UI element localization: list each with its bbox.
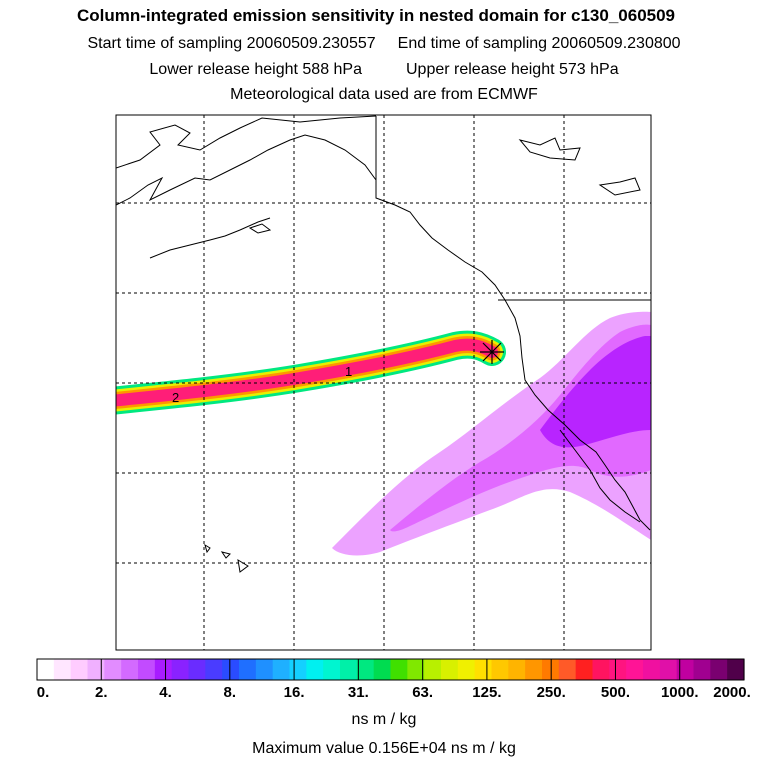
colorbar-cell	[222, 659, 240, 680]
colorbar-tick-label: 2.	[95, 684, 108, 701]
map-content: 1 2	[116, 115, 651, 650]
colorbar-cell	[693, 659, 711, 680]
colorbar-cell	[727, 659, 745, 680]
colorbar-cell	[53, 659, 72, 680]
colorbar-cell	[289, 659, 307, 680]
colorbar-frame	[36, 658, 745, 681]
colorbar-cell	[255, 659, 274, 680]
grid-lines	[116, 115, 651, 650]
plume-core	[540, 336, 651, 448]
colorbar-tick-label: 250.	[536, 684, 566, 701]
colorbar-tick-label: 1000.	[660, 684, 699, 701]
colorbar-cell	[474, 659, 493, 680]
colorbar-cell	[70, 659, 89, 680]
colorbar-cell	[390, 659, 408, 680]
colorbar-cell	[457, 659, 476, 680]
trajectory-label-2: 2	[172, 390, 179, 405]
island-2	[598, 177, 641, 196]
end-time-label: End time of sampling 20060509.230800	[397, 35, 681, 52]
chart-title: Column-integrated emission sensitivity i…	[76, 6, 676, 25]
colorbar-cell	[508, 659, 526, 680]
colorbar-cell	[138, 659, 156, 680]
map-frame	[115, 114, 652, 651]
max-value-label: Maximum value 0.156E+04 ns m / kg	[252, 740, 516, 757]
colorbar-cell	[592, 659, 610, 680]
trajectory-label-1: 1	[345, 364, 352, 379]
colorbar-cell	[373, 659, 392, 680]
coastlines	[116, 115, 651, 573]
aleutians	[149, 217, 271, 259]
colorbar-cell	[407, 659, 425, 680]
colorbar-tick-label: 2000.	[713, 684, 751, 701]
colorbar-cell	[710, 659, 728, 680]
colorbar-cell	[676, 659, 695, 680]
colorbar-tick-label: 63.	[412, 684, 434, 701]
colorbar-cell	[323, 659, 341, 680]
met-data-label: Meteorological data used are from ECMWF	[230, 86, 538, 103]
colorbar-cell	[188, 659, 206, 680]
colorbar-tick-label: 16.	[283, 684, 305, 701]
north-coast	[375, 116, 651, 531]
trajectory-band	[116, 330, 506, 415]
colorbar-cell	[643, 659, 661, 680]
hawaii-2	[220, 551, 231, 559]
colorbar-cell	[239, 659, 257, 680]
start-time-label: Start time of sampling 20060509.230557	[87, 35, 376, 52]
lower-height-label: Lower release height 588 hPa	[149, 61, 362, 78]
colorbar-tick-label: 8.	[223, 684, 237, 701]
emission-plume	[332, 311, 651, 556]
colorbar-cell	[491, 659, 509, 680]
baja-coast	[559, 429, 641, 523]
release-heights: Lower release height 588 hPa Upper releas…	[0, 61, 768, 79]
colorbar-cell	[424, 659, 442, 680]
sampling-times: Start time of sampling 20060509.230557 En…	[0, 35, 768, 53]
colorbar-cell	[272, 659, 291, 680]
island-1	[518, 137, 581, 161]
colorbar-cell	[626, 659, 644, 680]
trajectory-core	[116, 338, 498, 407]
colorbar-cell	[104, 659, 122, 680]
colorbar-cell	[171, 659, 190, 680]
upper-height-label: Upper release height 573 hPa	[406, 61, 619, 78]
colorbar-tick-label: 0.	[36, 684, 50, 701]
colorbar-cell	[609, 659, 627, 680]
colorbar-tick-label: 31.	[347, 684, 369, 701]
colorbar-cell	[525, 659, 543, 680]
colorbar-cell	[575, 659, 594, 680]
units-label: ns m / kg	[351, 711, 417, 728]
hawaii-1	[204, 543, 211, 554]
canada-border	[375, 116, 651, 301]
colorbar-cell	[154, 659, 173, 680]
colorbar-tick-label: 500.	[600, 684, 631, 701]
colorbar-cell	[356, 659, 375, 680]
colorbar-cell	[37, 659, 55, 680]
colorbar-cell	[659, 659, 678, 680]
colorbar-cell	[306, 659, 324, 680]
colorbar-cell	[87, 659, 105, 680]
colorbar-cell	[340, 659, 358, 680]
colorbar-cells	[37, 659, 745, 680]
colorbar-tick-label: 4.	[159, 684, 172, 701]
island-3	[248, 223, 272, 234]
colorbar-cell	[558, 659, 577, 680]
release-point-marker	[480, 340, 504, 364]
colorbar-cell	[121, 659, 139, 680]
colorbar-tick-label: 125.	[472, 684, 502, 701]
plume-outer	[332, 311, 651, 556]
colorbar-cell	[205, 659, 223, 680]
alaska-peninsula	[116, 134, 377, 206]
colorbar-cell	[441, 659, 459, 680]
